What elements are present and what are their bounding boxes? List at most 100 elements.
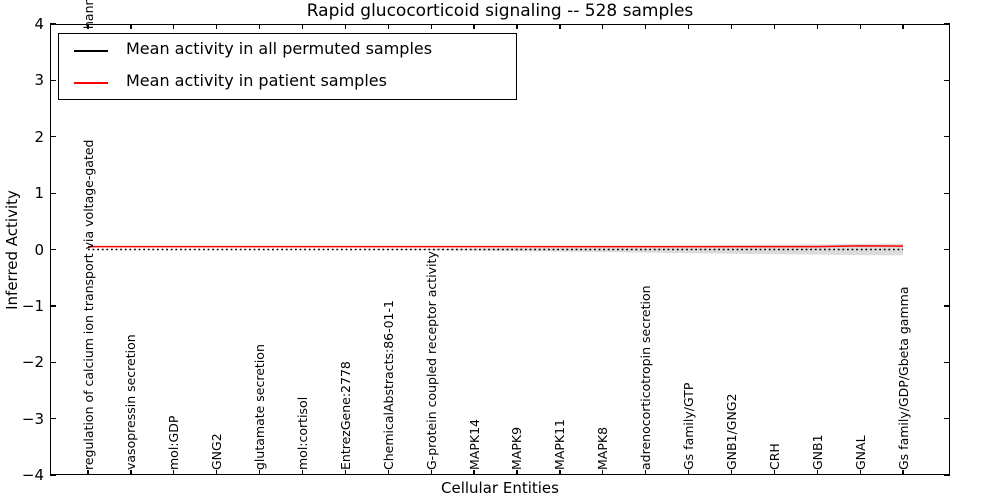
y-tick-label: −1 (21, 296, 44, 315)
x-tick-label: MAPK8 (595, 426, 611, 470)
tick-mark (387, 470, 389, 475)
tick-mark (902, 24, 904, 29)
x-tick-label: GNAL (852, 435, 868, 470)
tick-mark (559, 24, 561, 29)
x-tick-label: MAPK11 (552, 419, 568, 470)
tick-mark (130, 24, 132, 29)
tick-mark (645, 24, 647, 29)
tick-mark (816, 470, 818, 475)
tick-mark (687, 470, 690, 475)
legend-line-sample-permuted (74, 50, 108, 52)
tick-mark (645, 470, 647, 475)
tick-mark (944, 418, 950, 420)
tick-mark (430, 24, 432, 29)
x-tick-label: Gs family/GTP (681, 382, 697, 470)
chart-title: Rapid glucocorticoid signaling -- 528 sa… (306, 1, 694, 21)
x-tick-label-clipped-fragment: hann (80, 0, 96, 29)
tick-mark (258, 470, 261, 475)
x-tick-label: EntrezGene:2778 (337, 361, 353, 470)
tick-mark (50, 79, 56, 82)
x-tick-label: vasopressin secretion (123, 334, 139, 470)
tick-mark (816, 24, 818, 29)
x-tick-label: Gs family/GDP/Gbeta gamma (895, 286, 911, 470)
x-tick-label: MAPK14 (466, 419, 482, 470)
tick-mark (50, 23, 56, 25)
y-tick-label: 4 (34, 15, 44, 33)
tick-mark (944, 79, 950, 82)
tick-mark (602, 24, 604, 29)
tick-mark (50, 248, 56, 251)
tick-mark (301, 470, 304, 475)
tick-mark (902, 470, 904, 475)
x-tick-label: glutamate secretion (252, 344, 268, 470)
legend-label: Mean activity in all permuted samples (126, 39, 433, 58)
tick-mark (773, 24, 776, 29)
tick-mark (50, 305, 56, 307)
y-tick-label: 3 (34, 71, 44, 90)
legend-row: Mean activity in patient samples (59, 66, 516, 99)
y-tick-label: −3 (21, 409, 44, 428)
x-tick-label: MAPK9 (509, 426, 525, 470)
tick-mark (944, 248, 950, 251)
x-tick-label: GNB1 (809, 434, 825, 470)
legend-line-sample-patient (74, 82, 108, 84)
x-tick-label: mol:cortisol (294, 396, 310, 470)
x-tick-label: ChemicalAbstracts:86-01-1 (380, 300, 396, 470)
tick-mark (430, 470, 432, 475)
x-tick-label: adrenocorticotropin secretion (638, 285, 654, 470)
tick-mark (258, 24, 261, 29)
tick-mark (344, 470, 347, 475)
tick-mark (944, 192, 950, 194)
tick-mark (730, 24, 733, 29)
tick-mark (473, 470, 475, 475)
tick-mark (687, 24, 690, 29)
tick-mark (387, 24, 389, 29)
tick-mark (602, 470, 604, 475)
legend-label: Mean activity in patient samples (126, 71, 387, 90)
tick-mark (50, 192, 56, 194)
x-tick-label: G-protein coupled receptor activity (423, 251, 439, 470)
tick-mark (50, 361, 56, 363)
tick-mark (944, 361, 950, 363)
tick-mark (87, 470, 89, 475)
legend-row: Mean activity in all permuted samples (59, 34, 516, 67)
tick-mark (516, 470, 518, 475)
x-tick-label: GNG2 (209, 433, 225, 470)
tick-mark (344, 24, 347, 29)
x-axis-title: Cellular Entities (441, 479, 559, 497)
y-tick-label: −2 (21, 353, 44, 372)
y-tick-label: −4 (21, 466, 44, 484)
x-tick-label: GNB1/GNG2 (723, 393, 739, 470)
tick-mark (216, 470, 218, 475)
tick-mark (944, 136, 950, 138)
tick-mark (130, 470, 132, 475)
tick-mark (87, 24, 89, 29)
y-tick-label: 1 (34, 184, 44, 203)
y-tick-label: 2 (34, 127, 44, 146)
tick-mark (944, 23, 950, 25)
tick-mark (516, 24, 518, 29)
plot-data-lines (88, 243, 904, 256)
x-tick-label: mol:GDP (166, 415, 182, 470)
tick-mark (50, 474, 56, 476)
tick-mark (944, 305, 950, 307)
x-tick-label: regulation of calcium ion transport via … (80, 139, 96, 471)
tick-mark (216, 24, 218, 29)
tick-mark (730, 470, 733, 475)
tick-mark (859, 470, 861, 475)
std-band (88, 243, 904, 256)
tick-mark (473, 24, 475, 29)
tick-mark (50, 136, 56, 138)
tick-mark (301, 24, 304, 29)
y-tick-label: 0 (34, 240, 44, 259)
x-tick-label: CRH (766, 443, 782, 470)
tick-mark (50, 418, 56, 420)
tick-mark (859, 24, 861, 29)
tick-mark (559, 470, 561, 475)
patient-mean-line (88, 245, 904, 248)
tick-mark (173, 470, 175, 475)
tick-mark (944, 474, 950, 476)
legend: Mean activity in all permuted samples Me… (58, 33, 517, 100)
tick-mark (173, 24, 175, 29)
